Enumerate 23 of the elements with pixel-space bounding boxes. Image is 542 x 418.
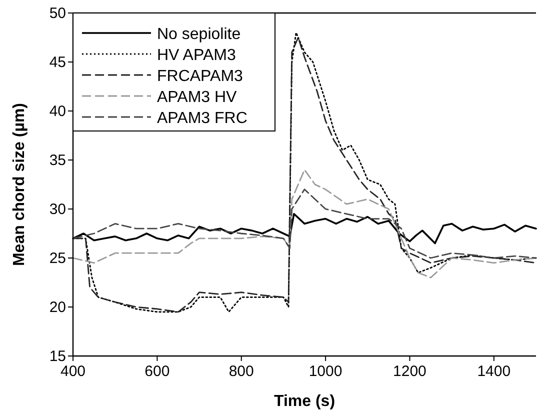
y-tick-label: 25 bbox=[49, 250, 66, 267]
line-series bbox=[72, 169, 537, 278]
y-tick-label: 30 bbox=[49, 201, 66, 218]
y-tick-label: 40 bbox=[49, 103, 66, 120]
y-tick-label: 45 bbox=[49, 54, 66, 71]
y-axis-title: Mean chord size (µm) bbox=[11, 102, 28, 266]
x-tick-label: 1400 bbox=[477, 363, 511, 380]
x-axis-title: Time (s) bbox=[274, 393, 336, 410]
x-tick-label: 800 bbox=[228, 363, 254, 380]
y-tick-label: 50 bbox=[49, 5, 66, 22]
legend-label: APAM3 FRC bbox=[157, 110, 248, 127]
x-tick-label: 600 bbox=[144, 363, 170, 380]
y-tick-label: 35 bbox=[49, 152, 66, 169]
y-tick-label: 15 bbox=[49, 348, 66, 365]
y-tick-label: 20 bbox=[49, 299, 66, 316]
legend-label: APAM3 HV bbox=[157, 89, 238, 106]
legend-label: No sepiolite bbox=[157, 26, 241, 43]
x-tick-label: 1200 bbox=[393, 363, 426, 380]
x-tick-label: 1000 bbox=[308, 363, 342, 380]
legend-label: HV APAM3 bbox=[157, 47, 236, 64]
x-tick-label: 400 bbox=[60, 363, 86, 380]
legend-label: FRCAPAM3 bbox=[157, 68, 244, 85]
line-series bbox=[72, 188, 537, 259]
